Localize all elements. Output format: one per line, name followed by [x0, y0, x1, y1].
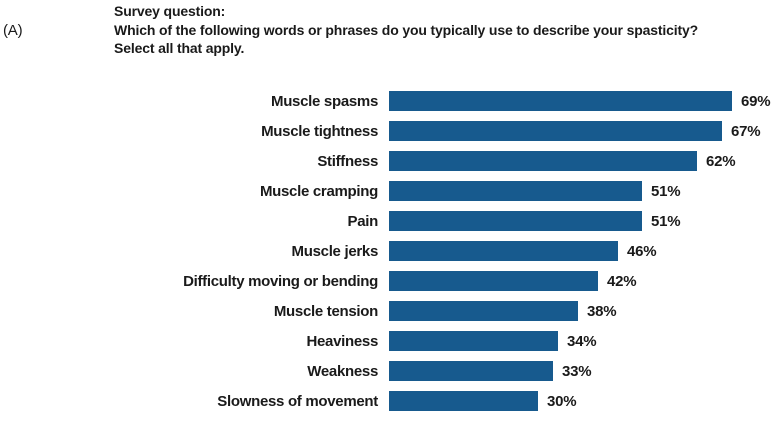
category-label: Weakness [307, 362, 378, 380]
value-label: 51% [651, 212, 681, 230]
bar-row: Pain 51% [0, 206, 775, 236]
chart-title-line-1: Survey question: [114, 3, 226, 19]
bar [389, 151, 697, 171]
bar [389, 241, 618, 261]
bar [389, 121, 722, 141]
bar [389, 271, 598, 291]
bar-row: Muscle tightness 67% [0, 116, 775, 146]
category-label: Muscle spasms [271, 92, 378, 110]
category-label: Muscle tension [273, 302, 378, 320]
bar-row: Slowness of movement 30% [0, 386, 775, 416]
bar-row: Muscle jerks 46% [0, 236, 775, 266]
bar-row: Weakness 33% [0, 356, 775, 386]
chart-title-line-3: Select all that apply. [114, 40, 245, 56]
bar [389, 391, 538, 411]
value-label: 34% [567, 332, 597, 350]
chart-title-line-2: Which of the following words or phrases … [114, 21, 699, 38]
bar [389, 331, 558, 351]
bar-chart: Muscle spasms 69% Muscle tightness 67% Stiff… [0, 86, 775, 416]
value-label: 33% [562, 362, 592, 380]
bar [389, 301, 578, 321]
bar-row: Muscle tension 38% [0, 296, 775, 326]
category-label: Muscle cramping [259, 182, 378, 200]
value-label: 51% [651, 182, 681, 200]
bar [389, 211, 642, 231]
value-label: 69% [741, 92, 771, 110]
bar [389, 361, 553, 381]
bar-row: Stiffness 62% [0, 146, 775, 176]
category-label: Stiffness [317, 152, 378, 170]
value-label: 46% [627, 242, 657, 260]
value-label: 62% [706, 152, 736, 170]
category-label: Muscle tightness [261, 122, 378, 140]
bar-row: Difficulty moving or bending 42% [0, 266, 775, 296]
bar-row: Muscle cramping 51% [0, 176, 775, 206]
bar-row: Muscle spasms 69% [0, 86, 775, 116]
category-label: Difficulty moving or bending [183, 272, 378, 290]
value-label: 42% [607, 272, 637, 290]
bar-row: Heaviness 34% [0, 326, 775, 356]
bar [389, 181, 642, 201]
chart-title: Survey question: Which of the following … [114, 2, 774, 58]
category-label: Heaviness [306, 332, 378, 350]
value-label: 38% [587, 302, 617, 320]
bar [389, 91, 732, 111]
category-label: Slowness of movement [217, 392, 378, 410]
value-label: 67% [731, 122, 761, 140]
category-label: Muscle jerks [291, 242, 379, 260]
panel-label: (A) [3, 22, 23, 39]
value-label: 30% [547, 392, 577, 410]
category-label: Pain [347, 212, 379, 230]
